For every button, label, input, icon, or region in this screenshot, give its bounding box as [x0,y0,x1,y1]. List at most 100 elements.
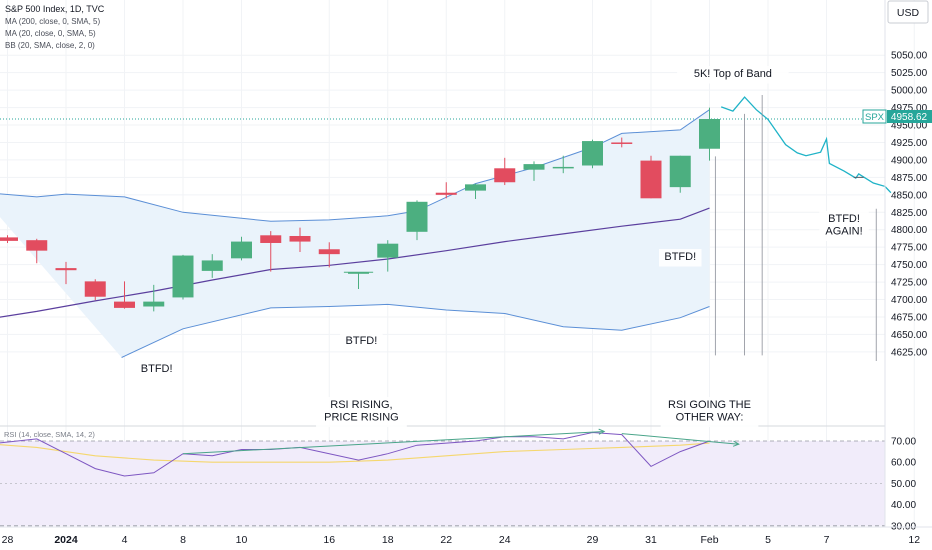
candle[interactable] [494,157,516,186]
candle[interactable] [0,235,18,243]
candle-body [640,160,662,199]
price-tick-label: 4725.00 [891,278,928,289]
candle-body [494,168,516,183]
price-tick-label: 4925.00 [891,138,928,149]
time-tick-label: 4 [122,534,128,546]
time-tick-label: 24 [499,534,511,546]
candle-body [377,243,399,258]
legend: S&P 500 Index, 1D, TVC MA (200, close, 0… [5,4,105,50]
annotation-bg [316,397,407,427]
candle-body [260,235,282,243]
projection-path [720,96,892,194]
candle[interactable] [260,231,282,272]
candle[interactable] [582,139,603,169]
currency-label: USD [897,7,920,19]
candle[interactable] [552,155,574,174]
price-axis[interactable]: 4625.00 4650.00 4675.00 4700.00 4725.00 4750.… [884,0,928,527]
annotation-bg [659,249,702,267]
candle[interactable] [172,254,194,300]
time-tick-label: 29 [587,534,599,546]
annotation-note[interactable]: BTFD! [340,333,383,351]
candle[interactable] [55,261,77,285]
candle-body [406,201,428,232]
candle[interactable] [348,272,369,290]
time-tick-label: 12 [908,534,920,546]
annotation-note[interactable]: 5K! Top of Band [677,66,789,84]
candle[interactable] [26,238,48,264]
rsi-trend-arrow-b [732,440,740,447]
candle-body [26,240,48,251]
annotation-bg [340,333,383,351]
time-axis[interactable]: 28 2024 4 8 10 16 18 22 24 29 31 Feb 5 7 12 [0,526,932,546]
candle-body [699,119,720,149]
annotation-text: AGAIN! [825,226,862,238]
price-tick-label: 4875.00 [891,173,928,184]
rsi-tick-label: 50.00 [891,479,916,490]
candle[interactable] [289,227,311,253]
candle[interactable] [669,155,691,193]
annotation-note[interactable]: BTFD! [659,249,702,267]
indicator-ma200[interactable]: MA (200, close, 0, SMA, 5) [5,17,100,26]
price-tick-label: 4975.00 [891,103,928,114]
bb-lower-band [121,303,710,358]
time-tick-label: 5 [765,534,771,546]
candle-body [289,235,311,242]
bb-upper-band [0,109,710,222]
annotation-note[interactable]: RSI RISING,PRICE RISING [316,397,407,427]
candle[interactable] [201,254,223,278]
candle-body [435,192,457,195]
currency-button[interactable] [887,0,929,24]
time-tick-label: 18 [382,534,394,546]
candle[interactable] [377,240,399,272]
candle[interactable] [611,137,633,148]
candle[interactable] [435,182,457,199]
annotation-text: RSI RISING, [330,399,392,411]
candle[interactable] [231,236,252,261]
time-tick-label: 8 [180,534,186,546]
price-tick-label: 4700.00 [891,295,928,306]
annotation-note[interactable]: BTFD!AGAIN! [819,211,869,241]
annotation-bg [819,211,869,241]
candle[interactable] [406,200,428,241]
annotations: BTFD! BTFD! RSI RISING,PRICE RISING BTFD! RS… [135,66,869,427]
ma20-line [0,207,710,318]
candle[interactable] [318,242,340,268]
candle-body [114,301,135,308]
annotation-text: OTHER WAY: [676,412,744,424]
annotation-bg [660,397,759,427]
candle[interactable] [640,155,662,199]
candle[interactable] [143,284,165,312]
rsi-band [0,441,885,526]
candle[interactable] [523,161,545,181]
candle-body [523,164,545,170]
candle[interactable] [699,107,720,161]
price-tick-label: 4650.00 [891,330,928,341]
price-tick-label: 4950.00 [891,121,928,132]
annotation-bg [135,361,178,379]
time-tick-label: 2024 [54,534,78,546]
time-tick-label: Feb [700,534,718,546]
candle-body [55,268,77,271]
candle[interactable] [465,183,486,200]
candle-body [231,241,252,259]
candle-body [143,301,165,307]
symbol-title: S&P 500 Index, 1D, TVC [5,4,105,14]
price-tick-label: 5000.00 [891,86,928,97]
annotation-text: 5K! Top of Band [694,68,772,80]
indicator-bb[interactable]: BB (20, SMA, close, 2, 0) [5,41,95,50]
rsi-legend[interactable]: RSI (14, close, SMA, 14, 2) [4,430,95,439]
price-tick-label: 5050.00 [891,51,928,62]
candle[interactable] [84,279,106,301]
candle-body [582,141,603,166]
candle[interactable] [114,281,135,309]
candle-body [318,249,340,255]
annotation-text: RSI GOING THE [668,399,751,411]
candle-body [201,260,223,271]
annotation-text: BTFD! [346,335,378,347]
indicator-ma20[interactable]: MA (20, close, 0, SMA, 5) [5,29,96,38]
candles [0,107,720,312]
annotation-note[interactable]: BTFD! [135,361,178,379]
